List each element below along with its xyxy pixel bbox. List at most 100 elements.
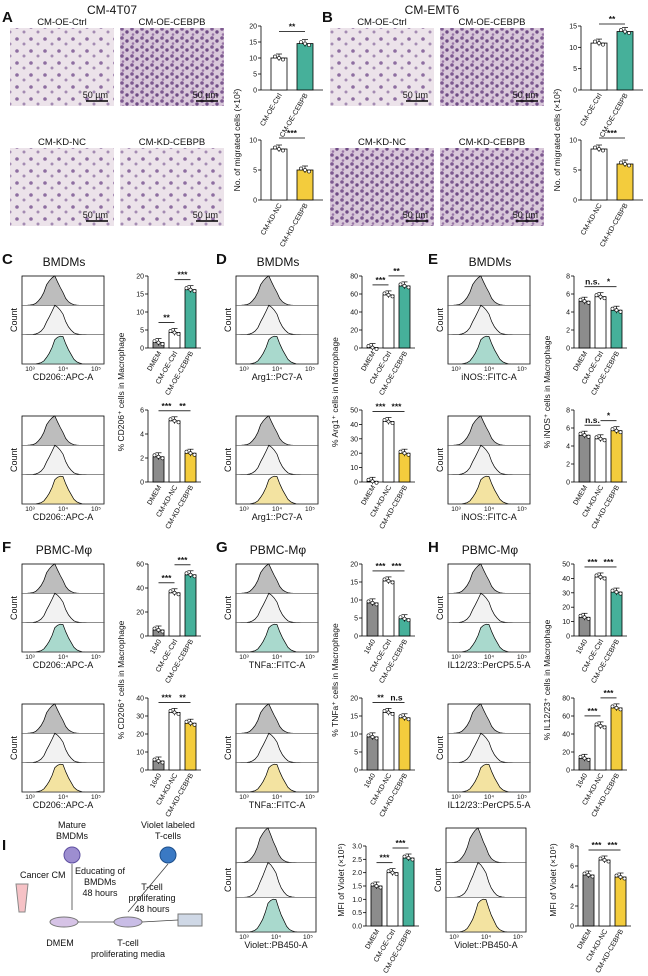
- data-point: [601, 42, 605, 47]
- histogram-curve: [22, 475, 104, 505]
- macrophage-icon: [63, 846, 81, 864]
- category-label: CM-OE-Ctrl: [259, 92, 284, 128]
- bar: [382, 712, 395, 771]
- y-tick-label: 0.5: [352, 910, 362, 917]
- bar: [184, 289, 197, 349]
- y-tick-label: 20: [350, 328, 358, 335]
- histogram-curve: [21, 415, 105, 446]
- data-point: [303, 41, 307, 46]
- histogram-curve: [236, 475, 318, 505]
- x-axis-label: Violet::PB450-A: [244, 940, 307, 950]
- significance-label: ***: [396, 838, 407, 848]
- data-point: [627, 31, 631, 35]
- count-axis-label: Count: [223, 736, 233, 761]
- y-axis-label: MFI of Violet (×10⁵): [548, 843, 558, 917]
- y-tick-label: 1.0: [352, 897, 362, 904]
- y-tick-label: 5: [354, 750, 358, 757]
- y-tick-label: 10: [569, 45, 577, 52]
- y-tick-label: 0: [354, 634, 358, 641]
- bar: [296, 169, 314, 201]
- y-tick-label: 8: [570, 844, 574, 851]
- data-point: [578, 754, 583, 759]
- histogram-curve: [21, 304, 105, 336]
- significance-label: ***: [162, 692, 173, 702]
- x-axis-label: CD206::APC-A: [33, 512, 94, 522]
- y-tick-label: 0.0: [352, 924, 362, 931]
- count-axis-label: Count: [223, 868, 233, 893]
- y-tick-label: 1.5: [352, 884, 362, 891]
- data-point: [618, 430, 623, 435]
- bar: [382, 294, 395, 349]
- y-tick-label: 0: [354, 480, 358, 487]
- data-point: [172, 418, 177, 423]
- y-tick-label: 2.0: [352, 870, 362, 877]
- y-tick-label: 0: [566, 768, 570, 775]
- data-point: [618, 309, 623, 314]
- bar: [168, 420, 181, 483]
- y-tick-label: 30: [562, 590, 570, 597]
- data-point: [188, 451, 193, 456]
- significance-label: ***: [162, 401, 173, 411]
- data-point: [618, 875, 623, 879]
- scale-bar-label: 50 µm: [83, 210, 108, 220]
- significance-label: ***: [604, 557, 615, 567]
- y-tick-label: 20: [136, 610, 144, 617]
- y-tick-label: 5: [253, 168, 257, 175]
- micrograph-image: [330, 148, 434, 226]
- bar: [578, 300, 591, 349]
- data-point: [623, 29, 627, 34]
- data-point: [168, 589, 173, 594]
- data-point: [627, 163, 631, 168]
- y-tick-label: 0: [573, 88, 577, 95]
- data-point: [614, 706, 619, 710]
- histogram-curve: [235, 703, 319, 734]
- category-label: DMEM: [360, 350, 377, 372]
- y-tick-label: 30: [350, 436, 358, 443]
- histogram-curve: [235, 592, 319, 624]
- scale-bar-label: 50 µm: [193, 90, 218, 100]
- data-point: [188, 721, 193, 726]
- scale-bar-label: 50 µm: [193, 210, 218, 220]
- data-point: [619, 160, 623, 165]
- x-tick-label: 10⁵: [513, 934, 523, 941]
- data-point: [382, 291, 387, 296]
- data-point: [172, 330, 177, 335]
- schematic-text: BMDMs: [84, 877, 116, 887]
- histogram-curve: [448, 763, 530, 793]
- bar: [610, 430, 623, 483]
- data-point: [366, 599, 371, 604]
- histogram-curve: [445, 827, 527, 864]
- panel-title: BMDMs: [43, 255, 86, 269]
- data-point: [406, 618, 411, 623]
- data-point: [402, 283, 407, 288]
- significance-label: ***: [376, 275, 387, 285]
- x-tick-label: 10⁵: [91, 794, 101, 801]
- x-tick-label: 10⁵: [305, 794, 315, 801]
- histogram-curve: [235, 563, 319, 594]
- data-point: [390, 580, 395, 585]
- histogram-curve: [447, 415, 531, 446]
- data-point: [299, 166, 303, 171]
- data-point: [406, 717, 411, 722]
- tcell-icon: [159, 846, 177, 864]
- histogram-curve: [447, 304, 531, 336]
- data-point: [374, 602, 379, 607]
- data-point: [374, 736, 379, 741]
- data-point: [386, 710, 391, 715]
- x-tick-label: 10⁴: [272, 506, 282, 513]
- y-tick-label: 8: [566, 408, 570, 415]
- y-tick-label: 10: [136, 310, 144, 317]
- bar: [382, 580, 395, 637]
- category-label: CM-OE-Ctrl: [579, 92, 604, 128]
- count-axis-label: Count: [435, 736, 445, 761]
- y-tick-label: 40: [136, 696, 144, 703]
- y-tick-label: 15: [136, 292, 144, 299]
- y-tick-label: 40: [136, 586, 144, 593]
- histogram-curve: [235, 275, 319, 306]
- category-label: CM-KD-NC: [580, 203, 604, 237]
- y-tick-label: 40: [350, 422, 358, 429]
- schematic-text: 48 hours: [82, 888, 118, 898]
- data-point: [398, 282, 403, 287]
- significance-label: **: [609, 14, 616, 24]
- y-tick-label: 10: [350, 732, 358, 739]
